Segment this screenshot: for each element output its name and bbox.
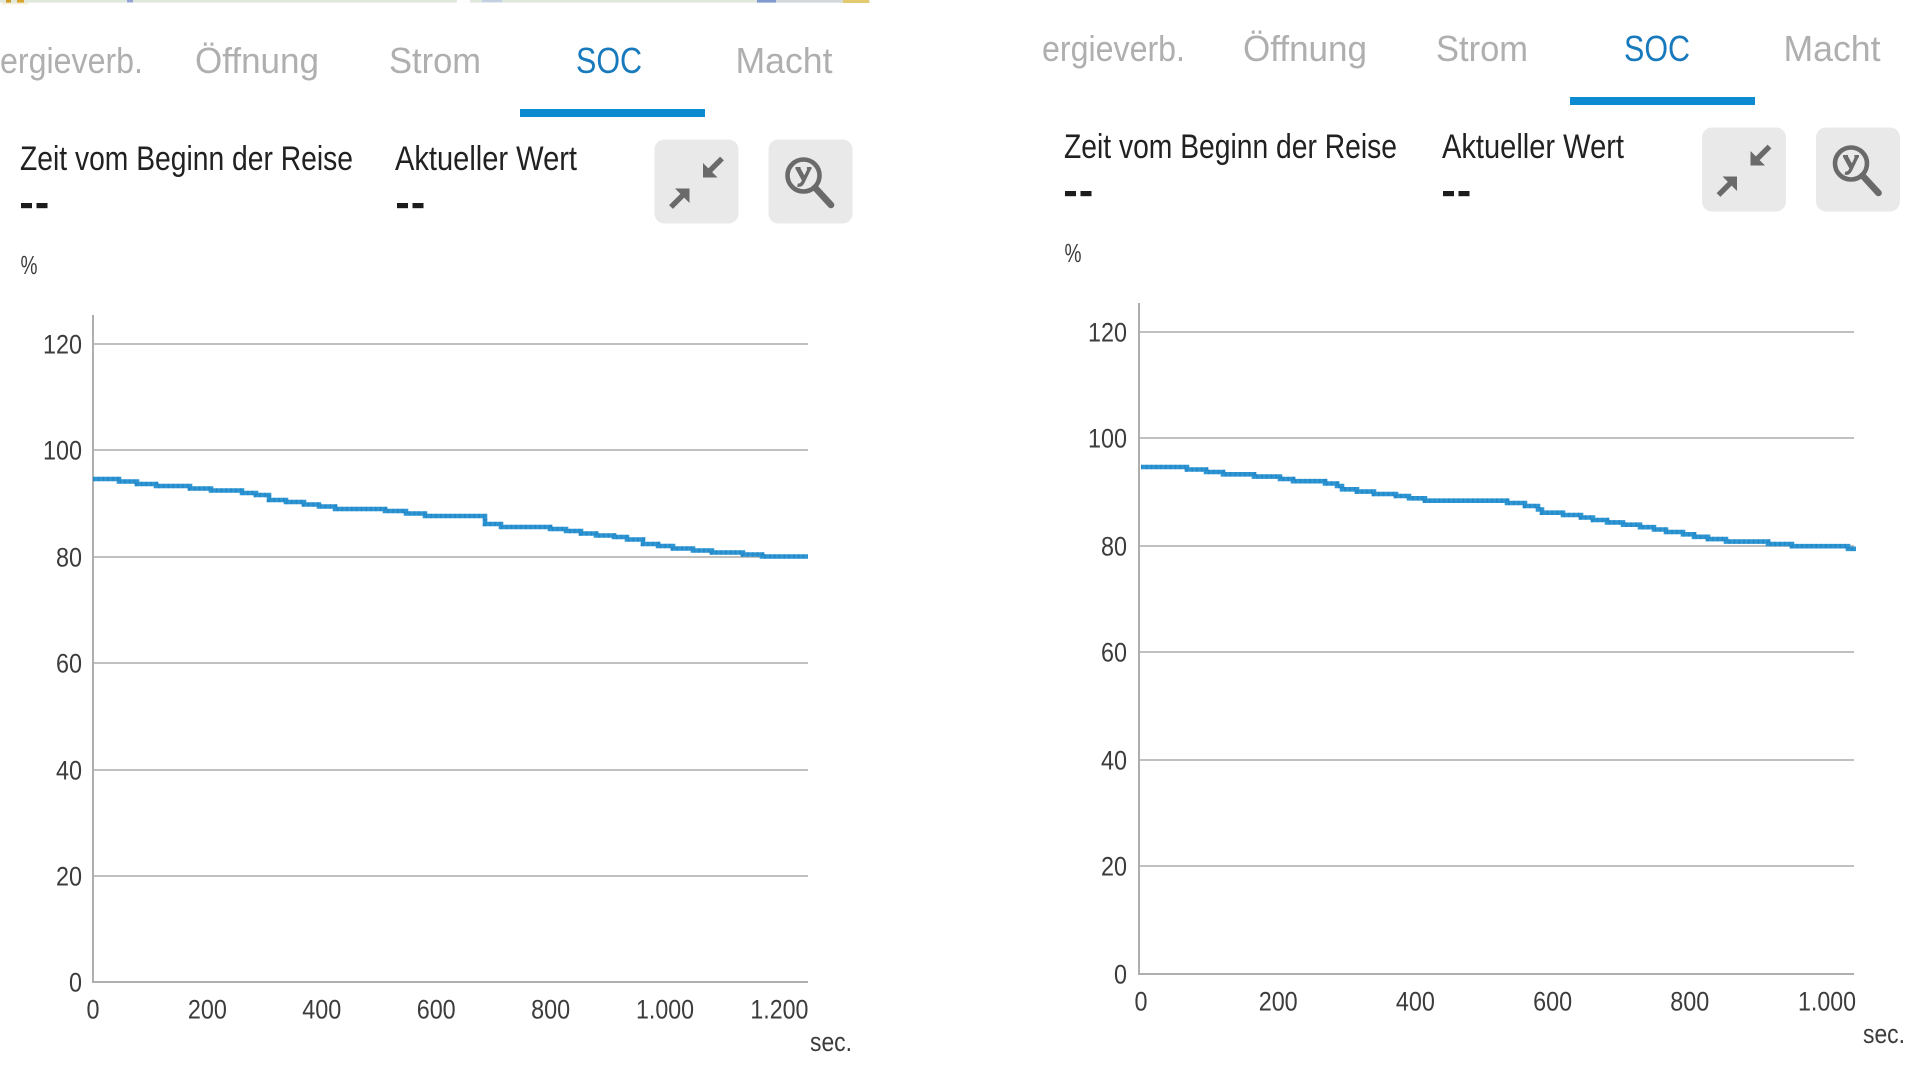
svg-text:600: 600	[1533, 987, 1572, 1017]
svg-text:20: 20	[1101, 852, 1127, 882]
svg-text:0: 0	[87, 995, 100, 1025]
svg-text:Zeit vom Beginn der Reise: Zeit vom Beginn der Reise	[1064, 128, 1397, 166]
svg-text:Aktueller Wert: Aktueller Wert	[1442, 128, 1624, 166]
svg-text:80: 80	[1101, 532, 1127, 562]
svg-text:SOC: SOC	[576, 40, 642, 81]
svg-text:100: 100	[1088, 424, 1127, 454]
svg-text:sec.: sec.	[1863, 1019, 1905, 1049]
svg-text:ergieverb.: ergieverb.	[0, 40, 143, 81]
svg-text:Strom: Strom	[1436, 28, 1528, 69]
svg-text:20: 20	[56, 862, 82, 892]
svg-text:%: %	[1065, 238, 1082, 268]
svg-text:Zeit vom Beginn der Reise: Zeit vom Beginn der Reise	[20, 140, 353, 178]
svg-text:120: 120	[43, 330, 82, 360]
svg-text:100: 100	[43, 436, 82, 466]
svg-text:SOC: SOC	[1624, 28, 1690, 69]
svg-text:Macht: Macht	[1784, 28, 1881, 69]
svg-text:0: 0	[69, 968, 82, 998]
svg-text:Öffnung: Öffnung	[1243, 28, 1367, 69]
svg-text:200: 200	[1259, 987, 1298, 1017]
svg-text:Strom: Strom	[389, 40, 481, 81]
svg-text:sec.: sec.	[810, 1027, 852, 1057]
svg-text:400: 400	[302, 995, 341, 1025]
svg-text:0: 0	[1114, 960, 1127, 990]
svg-text:800: 800	[531, 995, 570, 1025]
svg-text:Macht: Macht	[736, 40, 833, 81]
svg-text:1.200: 1.200	[750, 995, 808, 1025]
svg-text:60: 60	[56, 649, 82, 679]
svg-text:1.000: 1.000	[1798, 987, 1856, 1017]
svg-text:200: 200	[188, 995, 227, 1025]
svg-text:800: 800	[1670, 987, 1709, 1017]
svg-text:40: 40	[56, 756, 82, 786]
svg-text:ergieverb.: ergieverb.	[1042, 28, 1185, 69]
svg-text:120: 120	[1088, 318, 1127, 348]
svg-text:1.000: 1.000	[636, 995, 694, 1025]
svg-text:40: 40	[1101, 746, 1127, 776]
svg-text:%: %	[21, 250, 38, 280]
svg-text:60: 60	[1101, 638, 1127, 668]
svg-text:0: 0	[1135, 987, 1148, 1017]
svg-text:80: 80	[56, 543, 82, 573]
svg-text:600: 600	[417, 995, 456, 1025]
svg-text:Öffnung: Öffnung	[195, 40, 319, 81]
svg-text:400: 400	[1396, 987, 1435, 1017]
svg-text:Aktueller Wert: Aktueller Wert	[395, 140, 577, 178]
